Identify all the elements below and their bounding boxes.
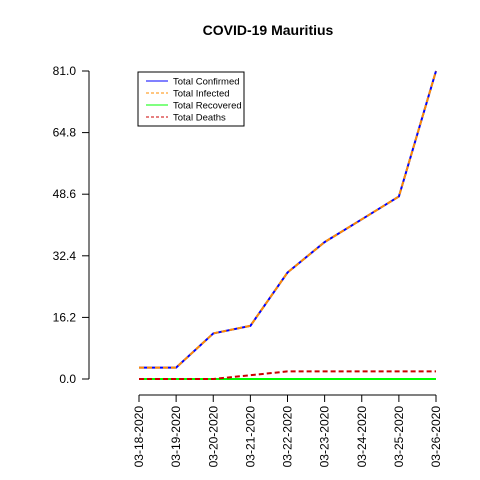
y-tick-label: 81.0	[53, 64, 77, 78]
legend-label: Total Infected	[173, 89, 230, 100]
y-tick-label: 16.2	[53, 310, 77, 324]
x-tick-label: 03-21-2020	[243, 406, 257, 468]
x-tick-label: 03-19-2020	[169, 406, 183, 468]
x-tick-label: 03-24-2020	[355, 406, 369, 468]
x-axis: 03-18-2020 03-19-2020 03-20-2020 03-21-2020…	[132, 394, 443, 468]
x-tick-label: 03-22-2020	[281, 406, 295, 468]
y-tick-label: 0.0	[59, 372, 76, 386]
legend-label: Total Confirmed	[173, 77, 240, 88]
series-line-total-deaths	[139, 370, 436, 380]
legend-label: Total Deaths	[173, 113, 226, 124]
y-axis: 0.0 16.2 32.4 48.6 64.8 81.0	[53, 64, 90, 386]
x-tick-label: 03-25-2020	[392, 406, 406, 468]
y-tick-label: 64.8	[53, 126, 77, 140]
y-tick-label: 32.4	[53, 249, 77, 263]
x-tick-label: 03-20-2020	[206, 406, 220, 468]
x-tick-label: 03-26-2020	[429, 406, 443, 468]
y-tick-label: 48.6	[53, 187, 77, 201]
chart-title: COVID-19 Mauritius	[203, 22, 334, 38]
legend-label: Total Recovered	[173, 101, 242, 112]
plot-lines	[139, 70, 437, 380]
x-tick-label: 03-18-2020	[132, 406, 146, 468]
series-line-total-confirmed	[139, 70, 437, 369]
x-tick-label: 03-23-2020	[318, 406, 332, 468]
